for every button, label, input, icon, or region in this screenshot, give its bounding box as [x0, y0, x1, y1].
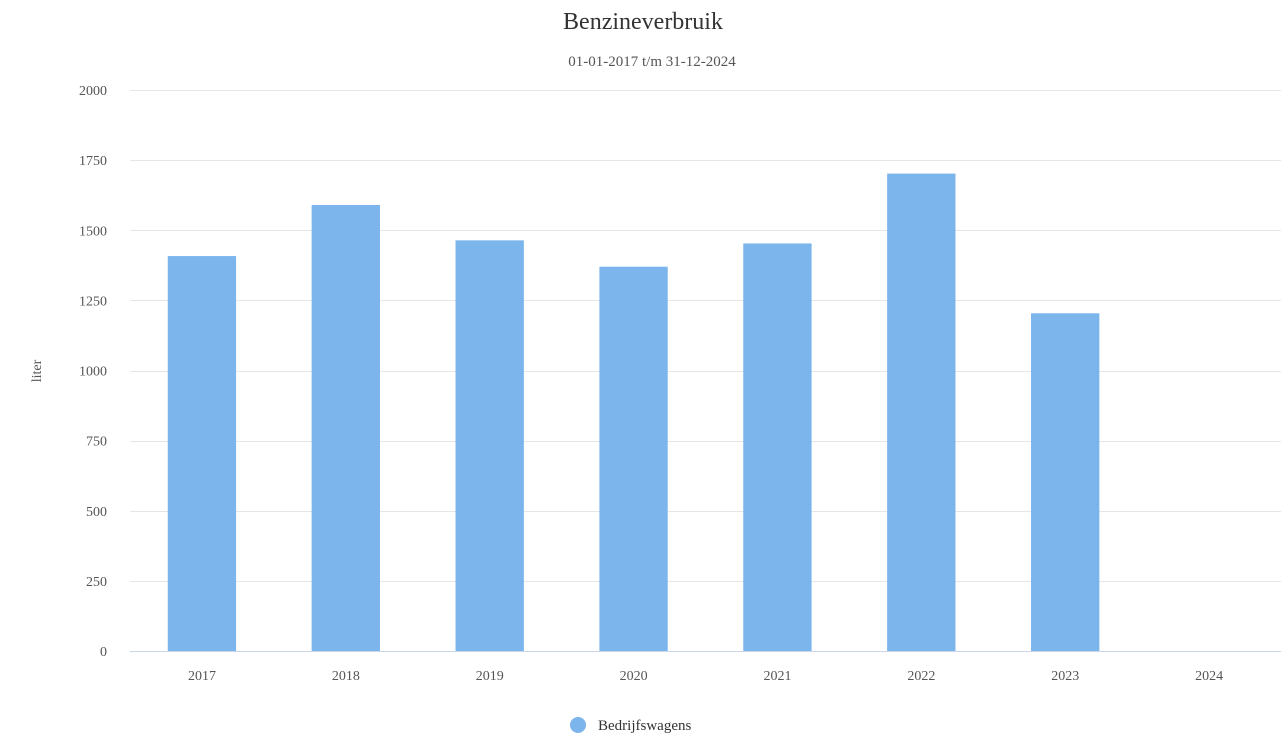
- y-tick-label: 1750: [79, 154, 107, 169]
- x-tick-label: 2018: [332, 669, 360, 684]
- y-tick-label: 1500: [79, 224, 107, 239]
- bar-2018[interactable]: [311, 205, 380, 651]
- bar-2023[interactable]: [1031, 313, 1100, 651]
- y-tick-label: 1250: [79, 294, 107, 309]
- bar-2022[interactable]: [887, 173, 956, 652]
- chart-title: Benzineverbruik: [563, 9, 723, 35]
- y-tick-label: 1000: [79, 365, 107, 380]
- x-tick-label: 2022: [907, 669, 935, 684]
- y-tick-label: 0: [100, 645, 107, 660]
- bar-2019[interactable]: [455, 240, 524, 651]
- x-tick-label: 2017: [188, 669, 216, 684]
- legend-swatch-bedrijfswagens: [570, 717, 586, 733]
- x-tick-label: 2019: [476, 669, 504, 684]
- bar-2017[interactable]: [167, 256, 237, 651]
- x-tick-label: 2020: [620, 669, 648, 684]
- bar-2020[interactable]: [599, 266, 668, 651]
- y-axis-title: liter: [30, 359, 45, 382]
- x-tick-label: 2024: [1195, 669, 1223, 684]
- gridlines: [130, 90, 1281, 582]
- y-axis-ticks: 0 250 500 750 1000 1250 1500 1750 2000: [79, 84, 107, 660]
- y-tick-label: 2000: [79, 84, 107, 99]
- legend-label-bedrijfswagens: Bedrijfswagens: [598, 718, 691, 734]
- chart-subtitle: 01-01-2017 t/m 31-12-2024: [568, 54, 736, 70]
- x-axis-ticks: 2017 2018 2019 2020 2021 2022 2023 2024: [188, 669, 1223, 684]
- y-tick-label: 250: [86, 575, 107, 590]
- bars: [167, 173, 1100, 652]
- y-tick-label: 750: [86, 435, 107, 450]
- bar-2021[interactable]: [743, 243, 812, 651]
- x-tick-label: 2023: [1051, 669, 1079, 684]
- legend[interactable]: Bedrijfswagens: [570, 717, 691, 734]
- x-tick-label: 2021: [763, 669, 791, 684]
- y-tick-label: 500: [86, 505, 107, 520]
